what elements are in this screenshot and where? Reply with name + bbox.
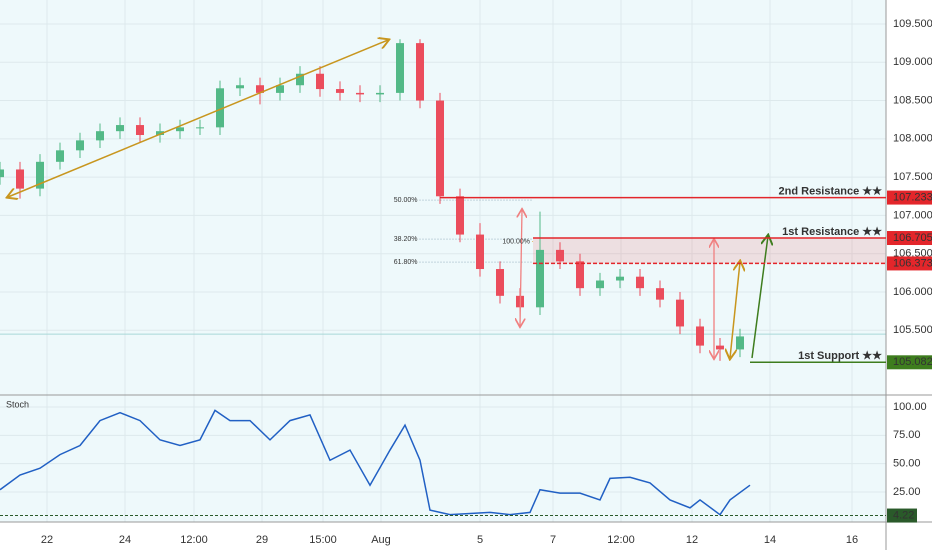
candle-body [536,249,544,308]
candle-body [136,125,144,136]
candle-body [716,345,724,350]
drawings [8,40,768,358]
target-arrow [751,236,768,359]
candle-body [676,299,684,327]
candle-body [76,140,84,151]
y-tick-label: 107.500 [893,171,932,183]
candle-body [376,92,384,95]
stoch-marker-label: 4.22 [893,509,914,521]
fib-label: 50.00% [394,197,418,204]
level-label: 2nd Resistance ★★ [779,185,883,197]
candle-body [456,196,464,235]
candle-body [476,234,484,270]
candle-body [16,169,24,189]
candle-body [116,125,124,132]
y-tick-label: 25.00 [893,486,921,498]
candle-body [196,127,204,129]
candle-body [636,276,644,289]
level-label: 1st Resistance ★★ [782,226,882,238]
y-tick-label: 75.00 [893,429,921,441]
level-price-box [887,231,932,246]
candle-body [576,261,584,289]
resistance-zone [533,238,886,264]
indicator-title: Stoch [6,399,29,409]
level-price-label: 106.705 [893,232,932,244]
x-tick-label: Aug [371,534,391,546]
level-label: 1st Support ★★ [798,350,882,362]
y-tick-label: 107.000 [893,209,932,221]
y-tick-label: 100.00 [893,401,927,413]
stoch-line [0,409,751,516]
candle-body [236,85,244,89]
candle-body [696,326,704,346]
candle-body [356,92,364,95]
measure-arrow [730,262,740,358]
candle-body [96,131,104,141]
candle-body [56,150,64,162]
measure-arrow [520,210,522,326]
x-tick-label: 7 [550,534,556,546]
x-tick-label: 29 [256,534,268,546]
x-tick-label: 14 [764,534,776,546]
x-tick-label: 12:00 [607,534,635,546]
candle-body [556,249,564,262]
y-tick-label: 50.00 [893,458,921,470]
candle-body [736,336,744,350]
x-tick-label: 12 [686,534,698,546]
stoch-marker-box [887,508,917,523]
candle-body [176,127,184,132]
candle-body [336,89,344,93]
x-tick-label: 12:00 [180,534,208,546]
candle-body [316,73,324,90]
candle-body [656,288,664,300]
y-tick-label: 105.500 [893,324,932,336]
fib-label: 61.80% [394,259,418,266]
candle-body [416,43,424,101]
level-price-box [887,190,932,205]
level-price-label: 106.373 [893,257,932,269]
candle-body [0,169,4,178]
x-tick-label: 16 [846,534,858,546]
fib-label: 38.20% [394,236,418,243]
trend-arrow [8,40,388,197]
x-tick-label: 24 [119,534,131,546]
y-tick-label: 109.500 [893,18,932,30]
fib-label: 100.00% [502,238,530,245]
candle-body [496,269,504,296]
level-price-box [887,355,932,370]
candle-body [436,100,444,197]
x-tick-label: 22 [41,534,53,546]
candle-body [396,43,404,93]
level-price-box [887,256,932,271]
x-tick-label: 5 [477,534,483,546]
y-tick-label: 108.000 [893,133,932,145]
y-tick-label: 106.000 [893,286,932,298]
level-price-label: 105.082 [893,356,932,368]
y-tick-label: 109.000 [893,56,932,68]
candle-body [616,276,624,281]
y-tick-label: 108.500 [893,94,932,106]
candle-body [596,280,604,289]
level-price-label: 107.233 [893,191,932,203]
x-tick-label: 15:00 [309,534,337,546]
